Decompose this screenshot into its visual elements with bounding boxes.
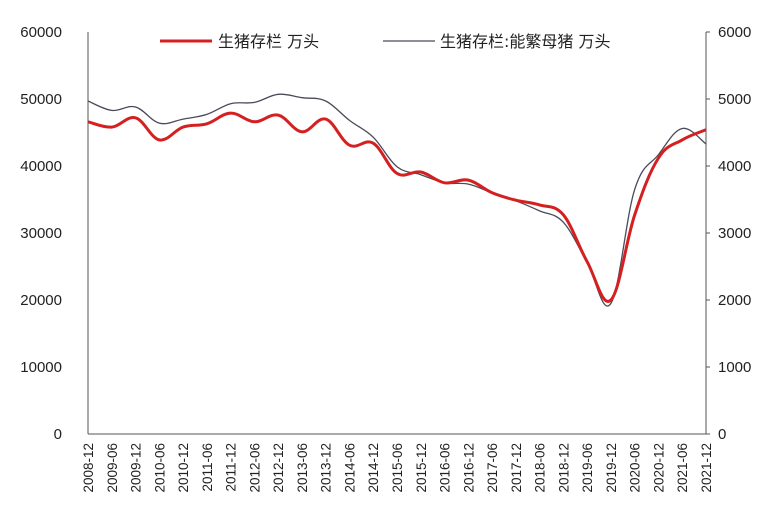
series-pig-inventory-line: [87, 111, 707, 303]
x-tick-label: 2017-06: [485, 443, 500, 493]
x-tick-label: 2010-12: [176, 443, 191, 493]
right-tick-label: 0: [718, 426, 726, 443]
right-tick-label: 4000: [718, 158, 751, 175]
x-tick-label: 2019-12: [604, 443, 619, 493]
legend: 生猪存栏 万头 生猪存栏:能繁母猪 万头: [160, 32, 610, 51]
x-tick-label: 2020-12: [651, 443, 666, 493]
right-tick-label: 2000: [718, 292, 751, 309]
x-tick-label: 2012-12: [271, 443, 286, 493]
left-y-axis: 60000 50000 40000 30000 20000 10000 0: [20, 24, 89, 443]
legend-label-breeding-sows: 生猪存栏:能繁母猪 万头: [440, 32, 610, 51]
legend-label-pig-inventory: 生猪存栏 万头: [218, 32, 319, 51]
left-tick-label: 50000: [20, 91, 62, 108]
left-tick-label: 20000: [20, 292, 62, 309]
x-tick-label: 2011-12: [224, 443, 239, 492]
x-tick-label: 2016-12: [461, 443, 476, 493]
x-tick-label: 2010-06: [152, 443, 167, 493]
right-y-axis: 6000 5000 4000 3000 2000 1000 0: [705, 24, 751, 443]
x-tick-label: 2012-06: [247, 443, 262, 493]
x-tick-label: 2018-12: [556, 443, 571, 493]
left-tick-label: 0: [54, 426, 62, 443]
x-tick-label: 2009-12: [129, 443, 144, 493]
x-tick-label: 2017-12: [509, 443, 524, 493]
x-tick-label: 2014-06: [342, 443, 357, 493]
x-tick-label: 2016-06: [438, 443, 453, 493]
series-layer: [87, 93, 707, 307]
x-tick-label: 2013-12: [319, 443, 334, 493]
x-tick-label: 2020-06: [628, 443, 643, 493]
series-breeding-sows-line: [87, 93, 707, 307]
x-tick-label: 2013-06: [295, 443, 310, 493]
x-tick-label: 2009-06: [105, 443, 120, 493]
right-tick-label: 6000: [718, 24, 751, 41]
left-tick-label: 40000: [20, 158, 62, 175]
x-tick-label: 2015-12: [414, 443, 429, 493]
x-tick-label: 2019-06: [580, 443, 595, 493]
x-tick-label: 2018-06: [533, 443, 548, 493]
x-tick-label: 2008-12: [81, 443, 96, 493]
right-tick-label: 5000: [718, 91, 751, 108]
left-tick-label: 10000: [20, 359, 62, 376]
x-axis: 2008-12 2009-06 2009-12 2010-06 2010-12 2011-…: [81, 433, 714, 493]
x-tick-label: 2021-12: [699, 443, 714, 493]
x-tick-label: 2014-12: [366, 443, 381, 493]
right-tick-label: 1000: [718, 359, 751, 376]
x-tick-label: 2011-06: [200, 443, 215, 492]
left-tick-label: 30000: [20, 225, 62, 242]
x-tick-label: 2015-06: [390, 443, 405, 493]
left-tick-label: 60000: [20, 24, 62, 41]
x-tick-label: 2021-06: [675, 443, 690, 493]
right-tick-label: 3000: [718, 225, 751, 242]
